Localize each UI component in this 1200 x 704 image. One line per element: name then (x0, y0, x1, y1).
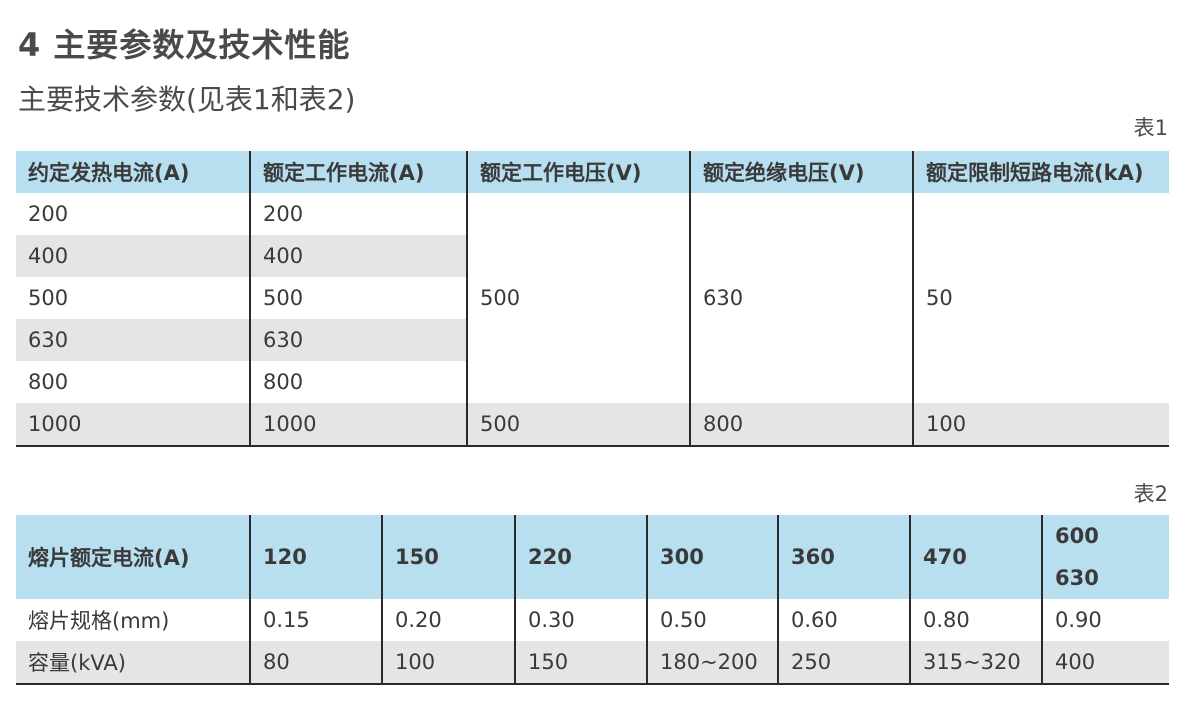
merged-insulation-cell: 630 (689, 193, 913, 403)
table-row: 500 500 (16, 277, 1169, 319)
table-row: 630 630 (16, 319, 1169, 361)
table1-header-row: 约定发热电流(A) 额定工作电流(A) 额定工作电压(V) 额定绝缘电压(V) … (16, 151, 1169, 193)
table2: 熔片额定电流(A) 120 150 220 300 360 470 600 63… (16, 515, 1169, 685)
table-row: 800 800 (16, 361, 1169, 403)
table1-header-cell: 额定限制短路电流(kA) (912, 151, 1169, 193)
table-cell: 400 (16, 235, 250, 277)
table-cell: 容量(kVA) (16, 641, 250, 684)
table-cell: 0.90 (1041, 599, 1169, 641)
table2-header-cell: 120 (249, 515, 382, 599)
table-cell: 100 (381, 641, 515, 684)
table-cell: 100 (912, 403, 1169, 446)
table-cell: 500 (28, 286, 69, 310)
merged-shortcircuit-cell: 50 (912, 193, 1169, 403)
table-cell: 180~200 (646, 641, 778, 684)
table-cell: 150 (514, 641, 647, 684)
table-cell: 800 (28, 370, 69, 394)
table-row: 200 200 500 630 50 (16, 193, 1169, 403)
table-cell: 800 (249, 361, 467, 403)
table-cell: 0.20 (381, 599, 515, 641)
table2-header-cell: 300 (646, 515, 778, 599)
table-cell: 500 (249, 277, 467, 319)
table-cell: 0.60 (777, 599, 910, 641)
table-cell: 1000 (249, 403, 467, 446)
table2-header-cell: 470 (909, 515, 1042, 599)
table-cell: 315~320 (909, 641, 1042, 684)
section-subtitle: 主要技术参数(见表1和表2) (18, 83, 356, 116)
table-row: 400 400 (16, 235, 1169, 277)
table-row: 容量(kVA) 80 100 150 180~200 250 315~320 4… (16, 641, 1169, 684)
table-cell: 400 (1041, 641, 1169, 684)
table2-header-cell: 150 (381, 515, 515, 599)
table1-header-cell: 额定工作电压(V) (466, 151, 690, 193)
table2-header-cell: 220 (514, 515, 647, 599)
table-cell: 0.80 (909, 599, 1042, 641)
table1-caption: 表1 (1133, 116, 1168, 140)
merged-voltage-cell: 500 (466, 193, 690, 403)
table2-caption: 表2 (1133, 482, 1168, 506)
table1-header-cell: 约定发热电流(A) (16, 151, 250, 193)
table-cell: 800 (689, 403, 913, 446)
table2-header-cell: 熔片额定电流(A) (16, 515, 250, 599)
table-cell: 80 (249, 641, 382, 684)
table-cell: 630 (249, 319, 467, 361)
table2-header-cell-stacked: 600 630 (1041, 515, 1169, 599)
table-cell: 500 (466, 403, 690, 446)
table-row: 熔片规格(mm) 0.15 0.20 0.30 0.50 0.60 0.80 0… (16, 599, 1169, 641)
table1-header-cell: 额定绝缘电压(V) (689, 151, 913, 193)
table-cell: 630 (16, 319, 250, 361)
table2-header-cell: 360 (777, 515, 910, 599)
table-cell: 熔片规格(mm) (28, 609, 170, 633)
table-cell: 250 (777, 641, 910, 684)
table-cell: 0.50 (646, 599, 778, 641)
table2-header-row: 熔片额定电流(A) 120 150 220 300 360 470 600 63… (16, 515, 1169, 599)
table-cell: 0.15 (249, 599, 382, 641)
table-cell: 200 (249, 193, 467, 235)
table-cell: 200 (28, 202, 69, 226)
table-row: 1000 1000 500 800 100 (16, 403, 1169, 446)
table-cell: 0.30 (514, 599, 647, 641)
header-value-600: 600 (1055, 524, 1099, 548)
table-cell: 400 (249, 235, 467, 277)
table1: 约定发热电流(A) 额定工作电流(A) 额定工作电压(V) 额定绝缘电压(V) … (16, 151, 1169, 447)
table-cell: 1000 (16, 403, 250, 446)
section-title: 4 主要参数及技术性能 (18, 26, 351, 64)
header-value-630: 630 (1055, 566, 1099, 590)
table1-header-cell: 额定工作电流(A) (249, 151, 467, 193)
